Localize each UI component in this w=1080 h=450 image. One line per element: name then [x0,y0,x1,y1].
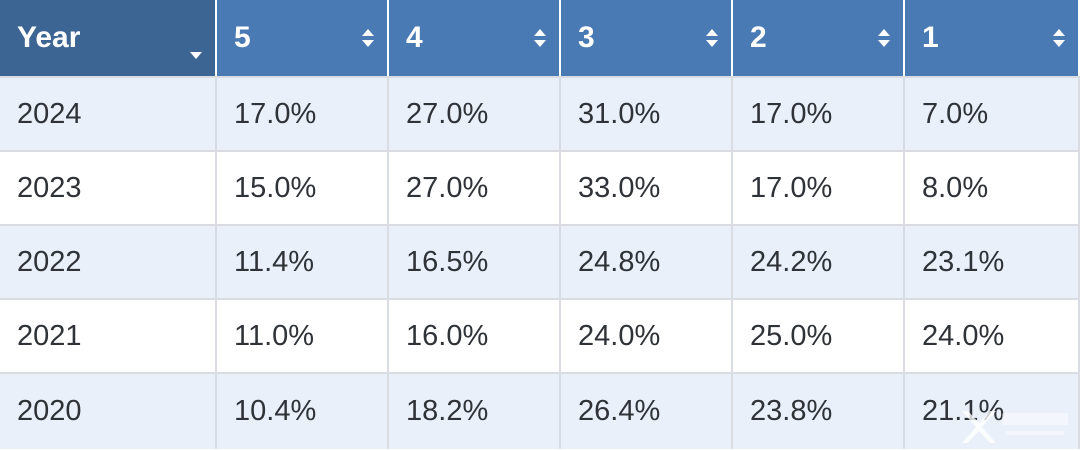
value-cell: 7.0% [905,78,1080,150]
value-cell: 31.0% [561,78,733,150]
sort-icon[interactable] [705,28,719,48]
value-cell: 17.0% [217,78,389,150]
value-cell: 27.0% [389,78,561,150]
value-cell: 24.0% [905,300,1080,372]
value-cell: 23.1% [905,226,1080,298]
value-cell: 11.0% [217,300,389,372]
column-header-5[interactable]: 5 [217,0,389,76]
column-header-1[interactable]: 1 [905,0,1080,76]
year-cell: 2024 [0,78,217,150]
value-cell: 33.0% [561,152,733,224]
column-header-label: 5 [234,21,251,54]
value-cell: 8.0% [905,152,1080,224]
table-row: 2021 11.0% 16.0% 24.0% 25.0% 24.0% [0,298,1080,372]
table-row: 2020 10.4% 18.2% 26.4% 23.8% 21.1% [0,372,1080,449]
sort-icon[interactable] [533,28,547,48]
table-row: 2023 15.0% 27.0% 33.0% 17.0% 8.0% [0,150,1080,224]
sort-icon[interactable] [1052,28,1066,48]
value-cell: 10.4% [217,374,389,449]
header-row: Year 5 4 3 2 [0,0,1080,76]
value-cell: 17.0% [733,78,905,150]
column-header-2[interactable]: 2 [733,0,905,76]
value-cell: 16.0% [389,300,561,372]
sort-icon[interactable] [361,28,375,48]
dropdown-icon[interactable] [189,34,203,59]
column-header-3[interactable]: 3 [561,0,733,76]
value-cell: 18.2% [389,374,561,449]
table-row: 2024 17.0% 27.0% 31.0% 17.0% 7.0% [0,76,1080,150]
column-header-label: 4 [406,21,423,54]
column-header-label: 3 [578,21,595,54]
year-cell: 2022 [0,226,217,298]
value-cell: 26.4% [561,374,733,449]
column-header-label: 1 [922,21,939,54]
value-cell: 25.0% [733,300,905,372]
value-cell: 24.2% [733,226,905,298]
value-cell: 23.8% [733,374,905,449]
value-cell: 11.4% [217,226,389,298]
value-cell: 15.0% [217,152,389,224]
value-cell: 16.5% [389,226,561,298]
column-header-label: 2 [750,21,767,54]
value-cell: 27.0% [389,152,561,224]
column-header-label: Year [17,21,81,54]
value-cell: 24.0% [561,300,733,372]
sort-icon[interactable] [877,28,891,48]
year-cell: 2020 [0,374,217,449]
watermark-logo [954,405,1074,445]
column-header-year[interactable]: Year [0,0,217,76]
year-cell: 2021 [0,300,217,372]
value-cell: 24.8% [561,226,733,298]
value-cell: 17.0% [733,152,905,224]
table-row: 2022 11.4% 16.5% 24.8% 24.2% 23.1% [0,224,1080,298]
column-header-4[interactable]: 4 [389,0,561,76]
year-cell: 2023 [0,152,217,224]
